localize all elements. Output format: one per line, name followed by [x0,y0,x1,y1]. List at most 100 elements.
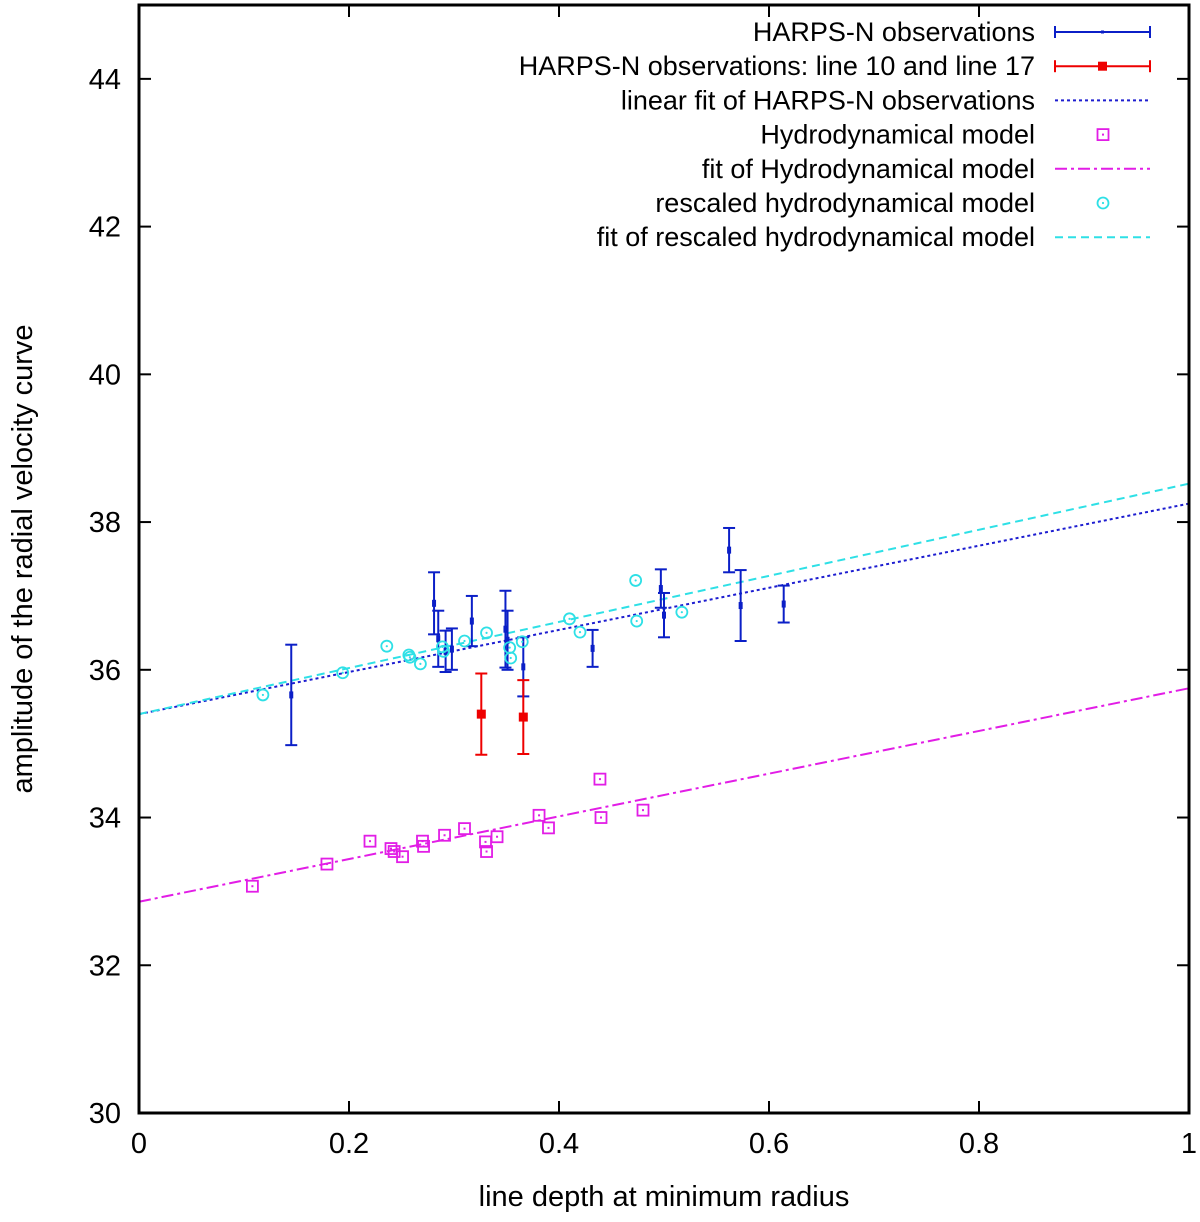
y-tick-label: 42 [89,212,121,244]
data-point-center [325,863,328,866]
data-point [542,821,555,835]
data-point [590,644,595,652]
data-point [320,857,334,871]
data-point-center [422,845,425,848]
y-tick-label: 36 [89,655,121,687]
data-point-center [407,653,410,657]
y-tick-label: 44 [89,64,121,96]
data-point [363,834,377,848]
legend-label: linear fit of HARPS-N observations [621,85,1035,115]
data-point-center [484,840,487,843]
x-tick-label: 0.8 [959,1128,999,1160]
data-point [384,842,398,855]
y-tick-label: 40 [89,359,121,391]
data-point-center [547,826,550,829]
data-point-center [442,650,445,653]
data-point-center [385,645,388,648]
data-point-center [393,850,396,853]
data-point [658,585,663,593]
data-point [515,635,529,649]
data-point-center [463,827,466,830]
legend-item: fit of rescaled hydrodynamical model [597,222,1150,252]
data-point [563,612,576,626]
series-harps-n-observations-line-10-and-line-17 [475,672,530,756]
x-axis-label: line depth at minimum radius [479,1181,850,1213]
data-point [480,626,493,640]
x-tick-label: 0.6 [749,1128,789,1160]
data-point [380,639,394,653]
data-point [458,634,471,648]
data-point [336,666,350,680]
data-point-center [680,611,683,614]
data-point-center [538,814,541,817]
data-point [449,645,454,653]
y-tick-label: 34 [89,803,121,835]
legend-label: rescaled hydrodynamical model [655,188,1035,218]
legend-item: HARPS-N observations: line 10 and line 1… [519,51,1151,81]
data-point [636,803,650,817]
data-point [256,688,270,702]
data-point [781,600,786,608]
data-point [476,709,486,719]
data-point [675,605,689,619]
data-point-center [443,834,446,837]
data-point-center [598,778,601,781]
data-point [504,651,518,665]
data-point-center [485,631,488,634]
legend-sample-marker [1096,196,1110,210]
data-point-center [509,656,512,660]
plot-area [138,482,1190,903]
legend-sample-marker [1096,128,1110,142]
data-point [469,617,474,625]
x-tick-label: 1 [1181,1128,1197,1160]
data-point-center [578,631,582,634]
x-tick-label: 0 [131,1128,147,1160]
legend-item: Hydrodynamical model [760,120,1110,150]
data-point [437,644,450,658]
data-point-center [341,671,344,674]
legend-item: fit of Hydrodynamical model [702,154,1150,184]
data-point [413,657,427,671]
data-point-center [369,840,371,843]
data-point-center [485,850,488,853]
data-point-center [521,640,524,643]
data-point-center [261,693,264,697]
y-axis-label: amplitude of the radial velocity curve [7,324,39,793]
fit-line [138,687,1190,903]
y-tick-label: 30 [89,1098,121,1130]
data-point-center [463,639,466,643]
data-point-center [634,579,637,582]
legend: HARPS-N observations HARPS-N observations… [519,17,1151,252]
data-point [245,879,259,893]
data-point [521,663,526,671]
legend-label: HARPS-N observations [753,17,1035,47]
data-point-center [390,847,392,850]
data-point [396,850,409,864]
legend-sample-marker [1098,61,1107,71]
data-point [503,625,508,633]
series-fit-of-hydrodynamical-model [138,687,1190,903]
legend-item: rescaled hydrodynamical model [655,188,1110,218]
data-point-center [568,617,571,620]
series-harps-n-observations [285,526,790,747]
legend-item: HARPS-N observations [753,17,1151,47]
legend-label: HARPS-N observations: line 10 and line 1… [519,51,1035,81]
series-rescaled-hydrodynamical-model [256,574,689,702]
series-hydrodynamical-model [245,772,650,893]
data-point-center [251,885,254,888]
data-point-center [408,656,411,659]
y-tick-label: 38 [89,507,121,539]
legend-sample-marker-center [1101,201,1105,205]
legend-item: linear fit of HARPS-N observations [621,85,1150,115]
data-point [436,635,441,643]
x-tick-label: 0.2 [329,1128,369,1160]
plot-frame [137,3,1191,1115]
legend-label: Hydrodynamical model [760,120,1035,150]
data-point [438,828,451,842]
legend-label: fit of rescaled hydrodynamical model [597,222,1035,252]
data-point [289,691,294,699]
data-point-center [635,619,638,623]
data-point [490,830,504,844]
